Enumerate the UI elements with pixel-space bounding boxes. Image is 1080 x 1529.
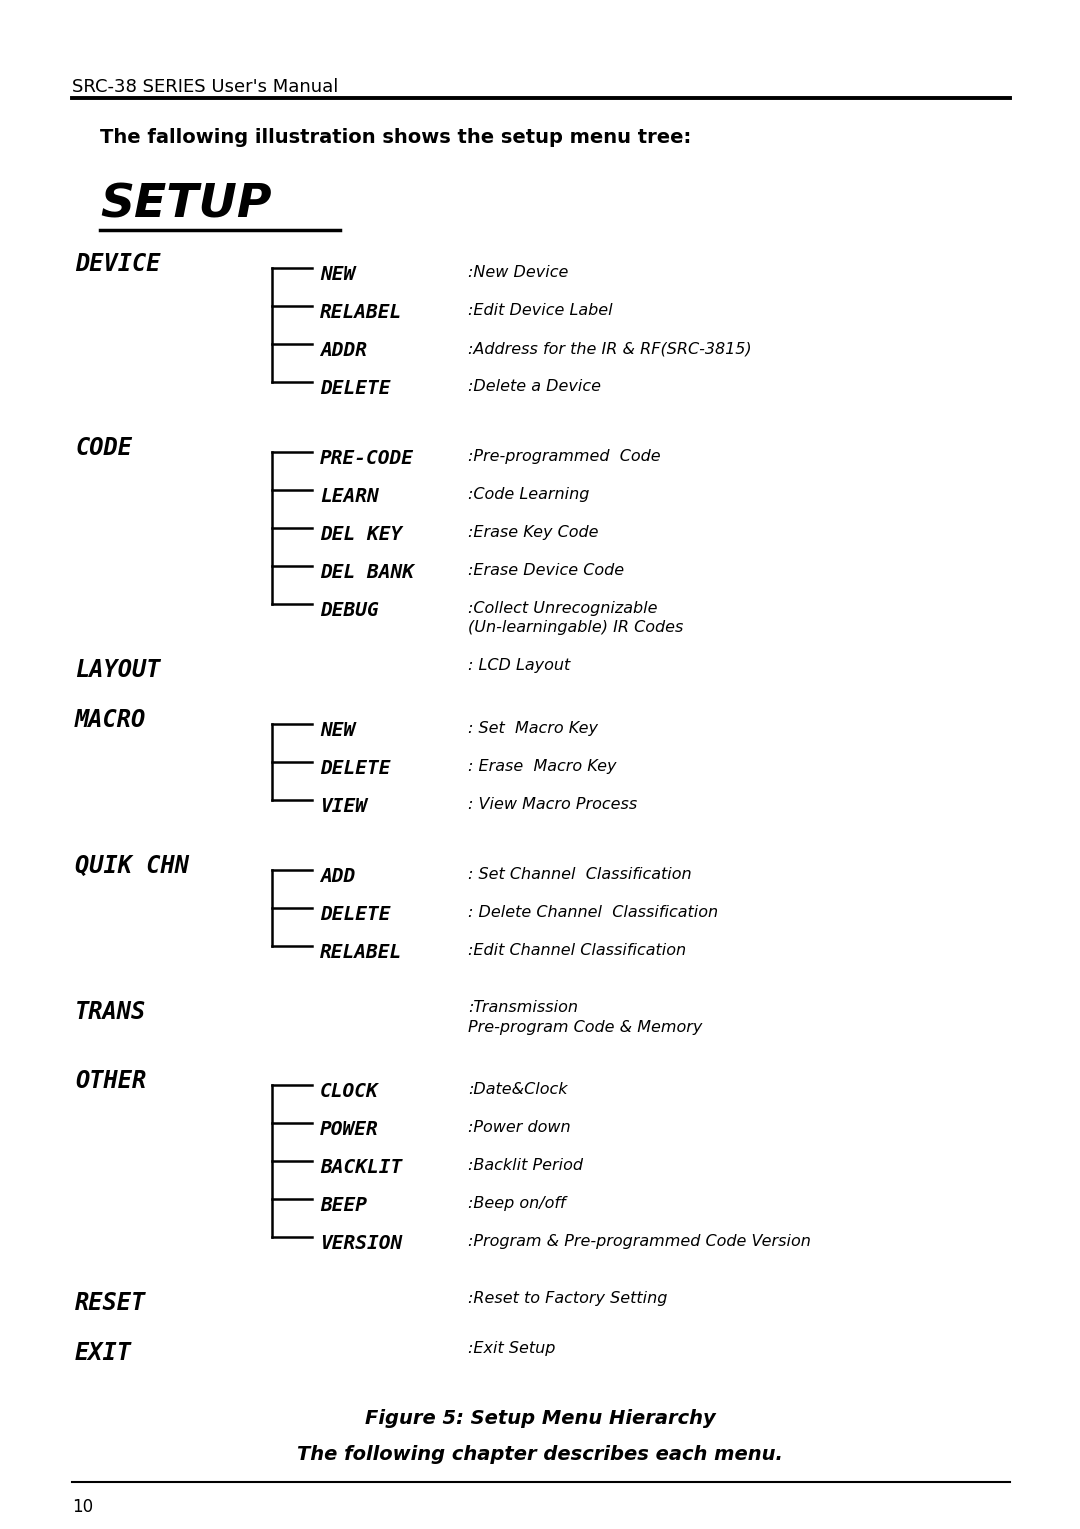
Text: :Exit Setup: :Exit Setup <box>468 1341 555 1356</box>
Text: : Delete Channel  Classification: : Delete Channel Classification <box>468 905 718 920</box>
Text: MACRO: MACRO <box>75 708 146 732</box>
Text: POWER: POWER <box>320 1121 379 1139</box>
Text: CLOCK: CLOCK <box>320 1083 379 1101</box>
Text: BEEP: BEEP <box>320 1196 367 1216</box>
Text: : View Macro Process: : View Macro Process <box>468 797 637 812</box>
Text: NEW: NEW <box>320 722 355 740</box>
Text: PRE-CODE: PRE-CODE <box>320 450 414 468</box>
Text: DEBUG: DEBUG <box>320 601 379 619</box>
Text: :Pre-programmed  Code: :Pre-programmed Code <box>468 450 661 463</box>
Text: :Code Learning: :Code Learning <box>468 488 590 502</box>
Text: LEARN: LEARN <box>320 488 379 506</box>
Text: TRANS: TRANS <box>75 1000 146 1024</box>
Text: :Backlit Period: :Backlit Period <box>468 1157 583 1173</box>
Text: DEL BANK: DEL BANK <box>320 563 414 583</box>
Text: :Transmission
Pre-program Code & Memory: :Transmission Pre-program Code & Memory <box>468 1000 702 1035</box>
Text: VIEW: VIEW <box>320 797 367 816</box>
Text: SETUP: SETUP <box>100 183 271 228</box>
Text: :Date&Clock: :Date&Clock <box>468 1083 567 1096</box>
Text: :Power down: :Power down <box>468 1121 570 1135</box>
Text: :New Device: :New Device <box>468 265 568 280</box>
Text: :Program & Pre-programmed Code Version: :Program & Pre-programmed Code Version <box>468 1234 811 1249</box>
Text: OTHER: OTHER <box>75 1069 146 1093</box>
Text: : Set  Macro Key: : Set Macro Key <box>468 722 598 735</box>
Text: : Erase  Macro Key: : Erase Macro Key <box>468 758 617 774</box>
Text: : LCD Layout: : LCD Layout <box>468 657 570 673</box>
Text: :Collect Unrecognizable
(Un-learningable) IR Codes: :Collect Unrecognizable (Un-learningable… <box>468 601 684 635</box>
Text: The fallowing illustration shows the setup menu tree:: The fallowing illustration shows the set… <box>100 128 691 147</box>
Text: DELETE: DELETE <box>320 379 391 398</box>
Text: BACKLIT: BACKLIT <box>320 1157 402 1177</box>
Text: VERSION: VERSION <box>320 1234 402 1252</box>
Text: :Erase Device Code: :Erase Device Code <box>468 563 624 578</box>
Text: 10: 10 <box>72 1498 93 1515</box>
Text: Figure 5: Setup Menu Hierarchy: Figure 5: Setup Menu Hierarchy <box>365 1410 715 1428</box>
Text: DELETE: DELETE <box>320 905 391 924</box>
Text: DEL KEY: DEL KEY <box>320 524 402 544</box>
Text: EXIT: EXIT <box>75 1341 132 1365</box>
Text: ADD: ADD <box>320 867 355 885</box>
Text: :Edit Device Label: :Edit Device Label <box>468 303 612 318</box>
Text: :Beep on/off: :Beep on/off <box>468 1196 566 1211</box>
Text: : Set Channel  Classification: : Set Channel Classification <box>468 867 691 882</box>
Text: :Address for the IR & RF(SRC-3815): :Address for the IR & RF(SRC-3815) <box>468 341 752 356</box>
Text: LAYOUT: LAYOUT <box>75 657 161 682</box>
Text: CODE: CODE <box>75 436 132 460</box>
Text: :Reset to Factory Setting: :Reset to Factory Setting <box>468 1290 667 1306</box>
Text: ADDR: ADDR <box>320 341 367 359</box>
Text: QUIK CHN: QUIK CHN <box>75 855 189 878</box>
Text: :Delete a Device: :Delete a Device <box>468 379 600 394</box>
Text: SRC-38 SERIES User's Manual: SRC-38 SERIES User's Manual <box>72 78 338 96</box>
Text: :Edit Channel Classification: :Edit Channel Classification <box>468 943 686 959</box>
Text: RELABEL: RELABEL <box>320 303 402 323</box>
Text: NEW: NEW <box>320 265 355 284</box>
Text: DELETE: DELETE <box>320 758 391 778</box>
Text: :Erase Key Code: :Erase Key Code <box>468 524 598 540</box>
Text: RELABEL: RELABEL <box>320 943 402 962</box>
Text: The following chapter describes each menu.: The following chapter describes each men… <box>297 1445 783 1463</box>
Text: DEVICE: DEVICE <box>75 252 161 277</box>
Text: RESET: RESET <box>75 1290 146 1315</box>
